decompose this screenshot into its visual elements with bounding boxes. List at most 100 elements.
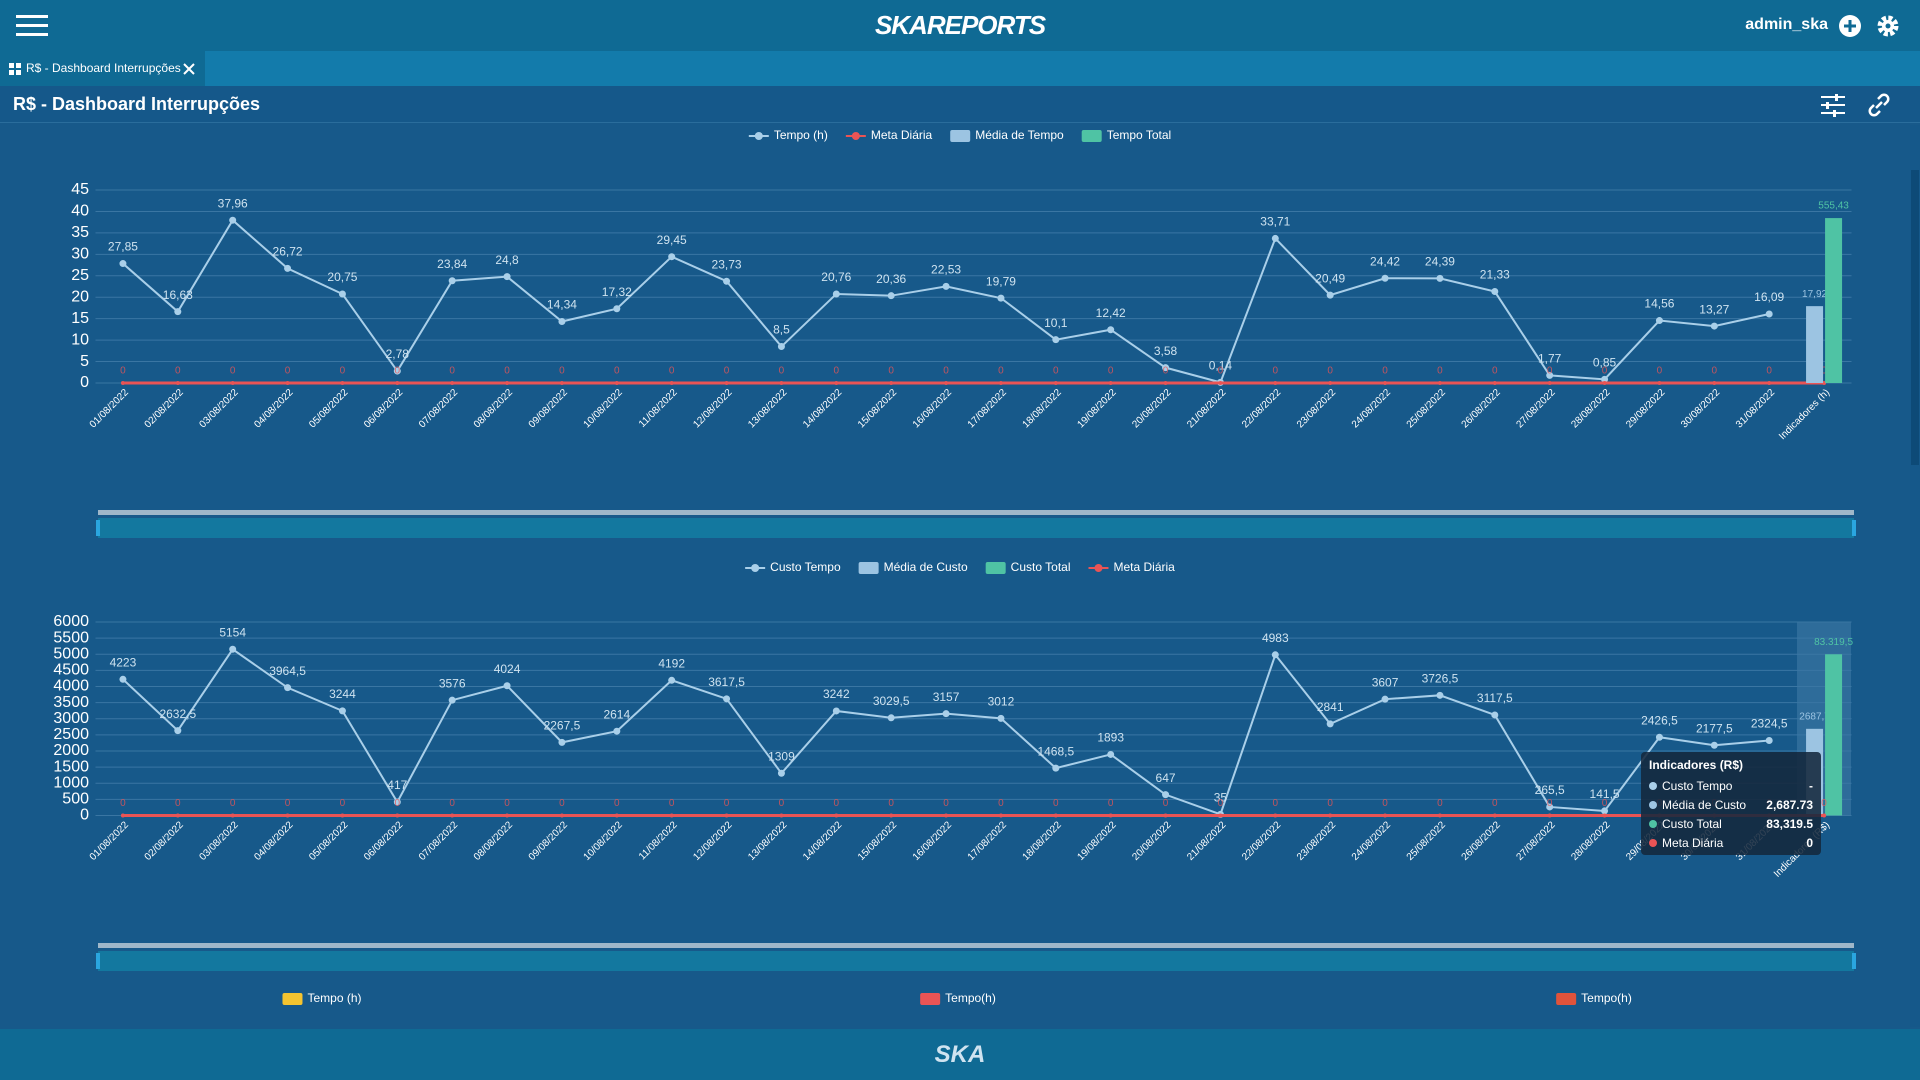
data-label: 26,72 <box>273 245 303 259</box>
scrollbar[interactable] <box>1910 125 1920 1027</box>
x-tick-label: 17/08/2022 <box>966 819 1009 862</box>
data-point <box>1381 695 1389 703</box>
data-point <box>503 682 511 690</box>
x-tick-label: 31/08/2022 <box>1734 387 1777 430</box>
data-point <box>1383 813 1388 818</box>
tab[interactable]: R$ - Dashboard Interrupções <box>0 51 205 86</box>
data-label: 0 <box>340 366 346 377</box>
x-tick-label: 02/08/2022 <box>143 819 186 862</box>
tooltip-value: 0 <box>1806 835 1813 850</box>
link-button[interactable] <box>1866 93 1892 117</box>
zoom-handle[interactable] <box>1852 953 1856 969</box>
x-tick-label: 06/08/2022 <box>362 819 405 862</box>
x-tick-label: 20/08/2022 <box>1130 387 1173 430</box>
data-point <box>1491 711 1499 719</box>
data-point <box>559 381 564 385</box>
data-point <box>777 343 785 351</box>
data-label: 0 <box>449 798 455 809</box>
data-label: 0 <box>1547 366 1553 377</box>
data-point <box>1436 274 1444 282</box>
bar-label: 83.319,5 <box>1814 637 1853 648</box>
data-label: 0 <box>1437 798 1443 809</box>
y-tick-label: 10 <box>71 331 89 348</box>
user-name[interactable]: admin_ska <box>1745 16 1828 33</box>
data-point <box>1163 813 1168 818</box>
x-tick-label: 14/08/2022 <box>801 387 844 430</box>
data-point <box>558 738 566 746</box>
x-tick-label: 28/08/2022 <box>1569 387 1612 430</box>
logo: SKAREPORTS <box>874 10 1046 40</box>
settings-button[interactable] <box>1876 14 1900 38</box>
data-point <box>1218 381 1223 385</box>
x-tick-label: Indicadores (h) <box>1777 387 1832 442</box>
data-label: 20,75 <box>327 270 357 284</box>
legend-label: Média de Custo <box>884 560 968 574</box>
y-tick-label: 2500 <box>53 726 89 743</box>
zoom-handle[interactable] <box>96 520 100 536</box>
data-point <box>889 813 894 818</box>
data-label: 24,8 <box>495 253 519 267</box>
data-point <box>1163 381 1168 385</box>
data-label: 27,85 <box>108 240 138 254</box>
data-point <box>285 381 290 385</box>
data-label: 0 <box>834 798 840 809</box>
data-label: 3607 <box>1372 675 1399 689</box>
data-label: 22,53 <box>931 263 961 277</box>
menu-button[interactable] <box>16 14 48 38</box>
data-point <box>229 645 237 653</box>
x-tick-label: 03/08/2022 <box>197 819 240 862</box>
x-tick-label: 18/08/2022 <box>1021 819 1064 862</box>
zoom-handle[interactable] <box>1852 520 1856 536</box>
data-label: 1893 <box>1097 731 1124 745</box>
data-label: 0 <box>1218 798 1224 809</box>
data-point <box>832 290 840 298</box>
data-label: 0 <box>1327 366 1333 377</box>
bar-label: 2687,7 <box>1799 711 1830 722</box>
data-label: 3012 <box>988 695 1015 709</box>
scrollbar-thumb[interactable] <box>1911 170 1919 465</box>
x-tick-label: 24/08/2022 <box>1350 819 1393 862</box>
y-tick-label: 4500 <box>53 662 89 679</box>
data-point <box>393 798 401 806</box>
tab-close[interactable] <box>183 63 195 75</box>
data-label: 0 <box>1602 366 1608 377</box>
bar <box>1825 218 1843 383</box>
data-point <box>1492 813 1497 818</box>
x-tick-label: 05/08/2022 <box>307 819 350 862</box>
data-point <box>340 813 345 818</box>
y-tick-label: 5500 <box>53 629 89 646</box>
legend-label: Tempo(h) <box>945 991 996 1005</box>
data-point <box>669 813 674 818</box>
footer-logo: SKA <box>934 1041 986 1068</box>
data-point <box>779 813 784 818</box>
data-point <box>834 381 839 385</box>
data-label: 0 <box>834 366 840 377</box>
data-label: 4024 <box>494 662 521 676</box>
data-point <box>119 675 127 683</box>
data-label: 141,5 <box>1590 787 1620 801</box>
filter-button[interactable] <box>1820 93 1846 117</box>
legend: Tempo(h) <box>920 991 996 1005</box>
data-label: 0 <box>1382 798 1388 809</box>
data-point <box>614 381 619 385</box>
y-tick-label: 45 <box>71 181 89 198</box>
bar <box>1825 654 1843 816</box>
data-point <box>942 282 950 290</box>
data-label: 0 <box>1053 366 1059 377</box>
data-point <box>1712 381 1717 385</box>
data-point <box>724 381 729 385</box>
add-button[interactable] <box>1838 14 1862 38</box>
data-point <box>1326 291 1334 299</box>
data-point <box>174 727 182 735</box>
data-point <box>613 727 621 735</box>
data-point <box>1546 371 1554 379</box>
legend-icon <box>985 562 1006 574</box>
data-label: 10,1 <box>1044 316 1068 330</box>
legend-icon <box>751 564 760 572</box>
data-label: 3029,5 <box>873 694 910 708</box>
legend-icon <box>858 562 879 574</box>
tooltip-dot <box>1649 838 1657 847</box>
y-tick-label: 25 <box>71 267 89 284</box>
zoom-handle[interactable] <box>96 953 100 969</box>
data-label: 0 <box>175 798 181 809</box>
